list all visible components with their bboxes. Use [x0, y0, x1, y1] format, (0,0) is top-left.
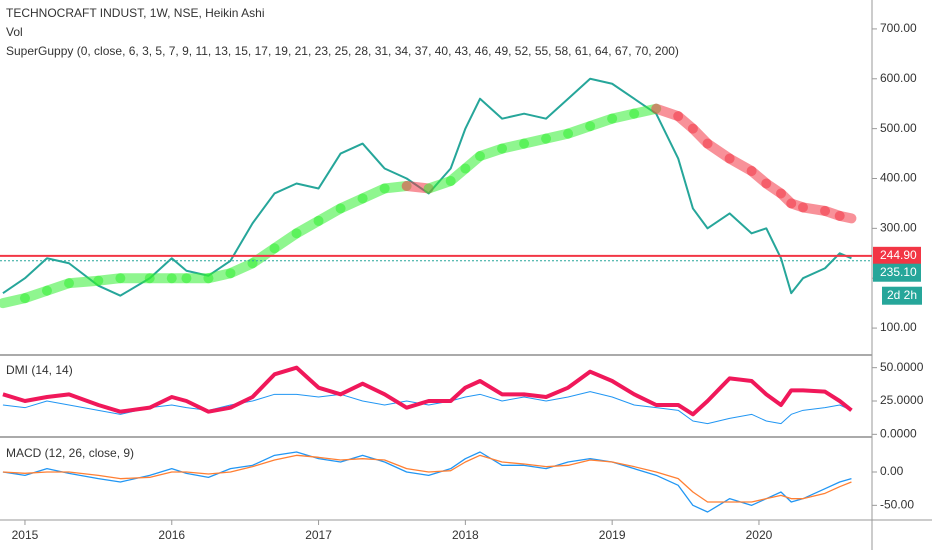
price-label-box — [873, 246, 921, 265]
pane-title: TECHNOCRAFT INDUST, 1W, NSE, Heikin Ashi — [6, 6, 265, 20]
x-tick-label: 2019 — [599, 528, 626, 542]
y-tick-label: 300.00 — [880, 221, 917, 235]
y-tick-label: 600.00 — [880, 71, 917, 85]
y-tick-label: 700.00 — [880, 21, 917, 35]
series-line — [2, 451, 852, 513]
countdown-box — [882, 286, 922, 305]
series-line — [2, 454, 852, 503]
y-tick-label: -50.00 — [880, 498, 914, 512]
price-label: 235.10 — [880, 265, 917, 279]
y-tick-label: 100.00 — [880, 320, 917, 334]
pane-title: DMI (14, 14) — [6, 363, 73, 377]
y-tick-label: 500.00 — [880, 121, 917, 135]
y-tick-label: 0.00 — [880, 464, 904, 478]
x-tick-label: 2020 — [746, 528, 773, 542]
x-tick-label: 2017 — [305, 528, 332, 542]
x-tick-label: 2015 — [12, 528, 39, 542]
guppy-segment — [834, 210, 857, 224]
series-line — [2, 365, 853, 417]
y-tick-label: 400.00 — [880, 171, 917, 185]
series-line — [2, 391, 852, 425]
y-tick-label: 25.0000 — [880, 393, 924, 407]
series-line — [2, 77, 852, 297]
x-tick-label: 2016 — [158, 528, 185, 542]
price-label: 244.90 — [880, 248, 917, 262]
countdown-label: 2d 2h — [887, 288, 917, 302]
x-tick-label: 2018 — [452, 528, 479, 542]
indicator-label: Vol — [6, 25, 23, 39]
y-tick-label: 0.0000 — [880, 427, 917, 441]
legend-entry: SuperGuppy (0, close, 6, 3, 5, 7, 9, 11,… — [6, 44, 679, 58]
price-label-box — [873, 263, 921, 282]
pane-title: MACD (12, 26, close, 9) — [6, 446, 134, 460]
y-tick-label: 50.0000 — [880, 360, 924, 374]
